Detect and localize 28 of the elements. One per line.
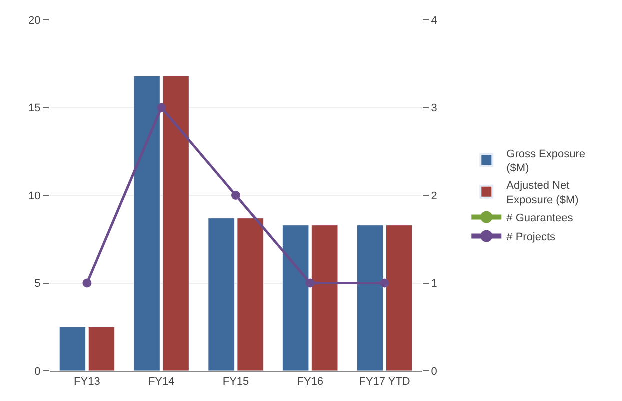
x-tick-label: FY13 xyxy=(74,376,100,388)
x-tick-label: FY15 xyxy=(222,376,250,388)
x-tick-label: FY14 xyxy=(148,376,175,388)
point xyxy=(306,278,315,288)
legend-label: # Projects xyxy=(506,231,556,244)
point xyxy=(157,103,166,112)
legend-label: # Guarantees xyxy=(506,212,574,224)
y-tick-label: 0 xyxy=(34,366,41,378)
bar xyxy=(356,225,384,371)
y2-tick-label: 0 xyxy=(431,366,438,378)
bar xyxy=(59,326,86,371)
bar xyxy=(312,225,338,371)
y-tick-label: 20 xyxy=(28,14,41,27)
y-tick-label: 15 xyxy=(28,102,41,115)
y2-tick-label: 3 xyxy=(431,102,438,115)
bar xyxy=(88,326,116,371)
legend-label: Adjusted Net Exposure ($M) xyxy=(506,180,579,206)
x-tick-label: FY16 xyxy=(297,376,324,388)
y2-tick-label: 1 xyxy=(431,278,438,290)
y2-tick-label: 2 xyxy=(431,190,438,202)
point xyxy=(232,191,240,200)
x-tick-label: FY17 YTD xyxy=(359,376,410,388)
y-tick-label: 10 xyxy=(28,190,41,202)
y-tick-label: 5 xyxy=(34,278,41,290)
legend-label: Gross Exposure ($M) xyxy=(506,148,586,175)
y2-tick-label: 4 xyxy=(431,14,438,27)
point xyxy=(82,278,92,288)
point xyxy=(380,278,390,288)
